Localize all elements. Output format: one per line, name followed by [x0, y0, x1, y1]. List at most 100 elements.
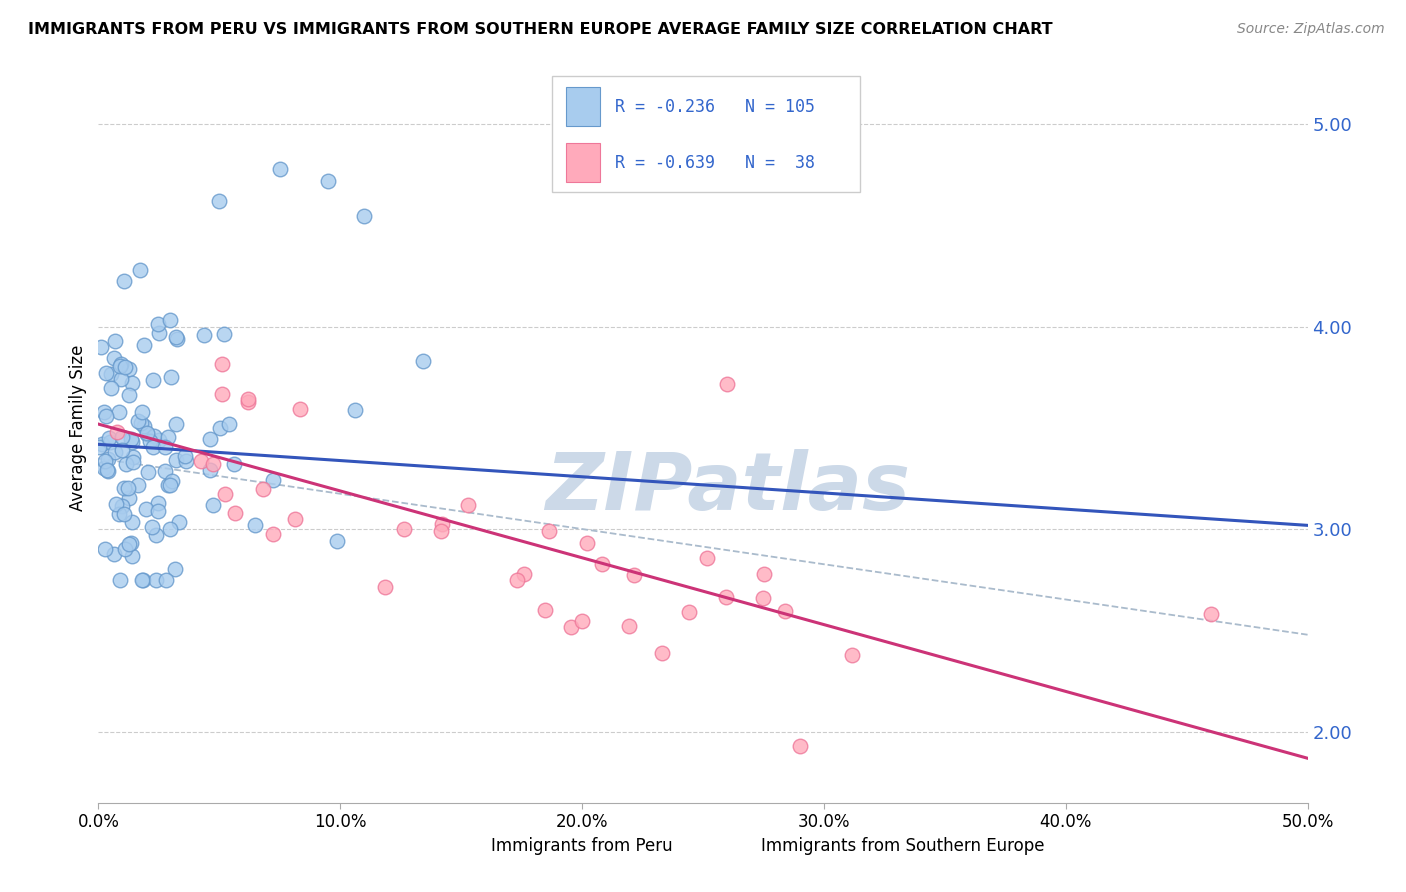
FancyBboxPatch shape — [551, 76, 860, 192]
Point — [538, 524, 561, 538]
Point — [110, 357, 132, 371]
Point — [100, 381, 122, 395]
Point — [159, 370, 181, 384]
Point — [457, 498, 479, 512]
Point — [506, 573, 529, 587]
Text: R = -0.639   N =  38: R = -0.639 N = 38 — [614, 154, 814, 172]
Point — [374, 580, 396, 594]
Point — [591, 557, 613, 571]
Point — [148, 326, 170, 341]
Point — [139, 434, 162, 448]
Point — [623, 568, 645, 582]
Point — [110, 573, 132, 587]
Point — [90, 340, 112, 354]
Point — [142, 372, 165, 386]
Point — [93, 405, 115, 419]
Point — [157, 478, 180, 492]
Point — [432, 516, 454, 531]
Point — [132, 573, 155, 587]
Point — [118, 388, 141, 402]
Point — [134, 418, 156, 433]
Point — [110, 359, 132, 373]
Point — [105, 425, 128, 440]
Point — [198, 432, 221, 446]
Point — [165, 562, 187, 576]
Point — [696, 551, 718, 566]
Point — [288, 401, 311, 416]
Point — [211, 357, 233, 371]
Point — [97, 431, 120, 445]
Point — [252, 482, 274, 496]
Point — [114, 458, 136, 472]
Point — [146, 317, 169, 331]
Point — [117, 482, 139, 496]
Point — [96, 409, 118, 423]
Point — [174, 454, 197, 468]
Point — [146, 504, 169, 518]
Text: ZIPatlas: ZIPatlas — [544, 449, 910, 527]
Point — [214, 327, 236, 342]
Point — [155, 573, 177, 587]
Point — [121, 549, 143, 563]
Point — [560, 620, 582, 634]
Text: IMMIGRANTS FROM PERU VS IMMIGRANTS FROM SOUTHERN EUROPE AVERAGE FAMILY SIZE CORR: IMMIGRANTS FROM PERU VS IMMIGRANTS FROM … — [28, 22, 1053, 37]
Point — [103, 351, 125, 365]
Point — [131, 405, 153, 419]
Point — [224, 506, 246, 520]
Point — [91, 437, 114, 451]
Point — [159, 522, 181, 536]
Point — [209, 421, 232, 435]
Point — [142, 440, 165, 454]
Point — [202, 457, 225, 471]
Point — [112, 274, 135, 288]
Point — [114, 542, 136, 557]
Point — [284, 512, 307, 526]
Point — [392, 522, 415, 536]
Point — [112, 481, 135, 495]
Point — [108, 507, 131, 521]
Point — [789, 739, 811, 753]
Y-axis label: Average Family Size: Average Family Size — [69, 345, 87, 511]
Point — [118, 537, 141, 551]
Point — [159, 313, 181, 327]
Point — [135, 502, 157, 516]
Point — [96, 463, 118, 477]
Point — [127, 414, 149, 428]
Point — [94, 454, 117, 468]
Point — [165, 453, 187, 467]
Point — [141, 520, 163, 534]
Point — [110, 372, 132, 386]
Point — [97, 452, 120, 467]
Point — [316, 174, 339, 188]
Point — [104, 497, 127, 511]
Text: R = -0.236   N = 105: R = -0.236 N = 105 — [614, 98, 814, 116]
Point — [136, 465, 159, 479]
Point — [165, 417, 187, 431]
Point — [107, 405, 129, 419]
Point — [353, 209, 375, 223]
Point — [111, 442, 134, 457]
Point — [135, 427, 157, 442]
Point — [513, 566, 536, 581]
Point — [120, 535, 142, 549]
Point — [145, 573, 167, 587]
Text: Immigrants from Peru: Immigrants from Peru — [492, 838, 673, 855]
Point — [127, 477, 149, 491]
Point — [155, 464, 177, 478]
Point — [617, 618, 640, 632]
Point — [651, 646, 673, 660]
Point — [122, 450, 145, 464]
Point — [326, 534, 349, 549]
Point — [754, 567, 776, 582]
Point — [129, 416, 152, 430]
Point — [412, 354, 434, 368]
Point — [218, 417, 240, 431]
Point — [121, 376, 143, 391]
Point — [201, 498, 224, 512]
Point — [1199, 607, 1222, 622]
Point — [121, 515, 143, 529]
Point — [156, 429, 179, 443]
Point — [93, 541, 115, 556]
Point — [112, 507, 135, 521]
Point — [262, 527, 284, 541]
